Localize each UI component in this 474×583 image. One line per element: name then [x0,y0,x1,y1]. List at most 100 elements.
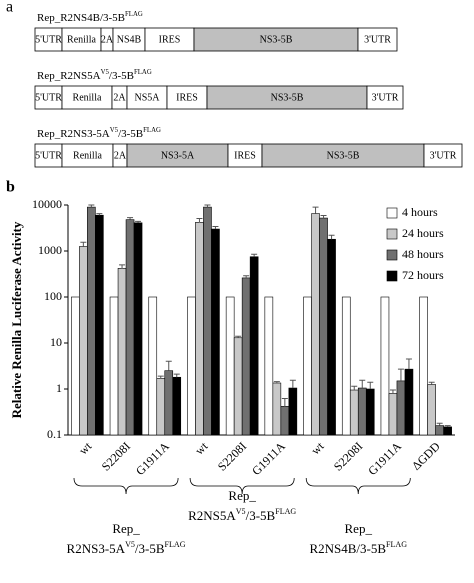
bar [319,217,328,436]
label: Rep_R2NS3-5AV5/3-5BFLAG [37,127,161,139]
bar [427,384,436,436]
bar [195,222,204,436]
bar [241,277,251,436]
bar [225,296,235,436]
bar [288,387,298,436]
error-bar [405,358,412,370]
bar [435,425,444,436]
error-bar [251,253,258,257]
text-part: Rep_R2NS4B/3-5B [37,12,125,24]
bar [349,389,359,436]
segment-label: NS4B [117,34,142,45]
error-bar [127,217,134,220]
construct-segment [423,143,463,168]
construct-segment [366,85,404,110]
bar [404,368,414,436]
y-tick-label: 10 [50,335,62,349]
y-axis-label: Relative Renilla Luciferase Activity [9,221,24,418]
error-bar [273,381,280,384]
superscript: FLAG [275,507,296,516]
segment-label: IRES [234,150,256,161]
superscript: FLAG [134,69,152,76]
superscript: V5 [101,69,110,76]
text-part: /3-5B [135,541,165,556]
superscript: FLAG [143,127,161,134]
text-part: R2NS4B/3-5B [309,541,386,556]
panel-label: a [6,0,13,16]
error-bar [96,213,103,216]
segment-label: 3'UTR [364,34,391,45]
bar [164,370,174,436]
segment-label: 2A [101,34,114,45]
text-part: /3-5B [118,128,143,140]
bar [172,376,182,436]
group-label: Rep_ [112,521,140,536]
panel-label: b [6,179,15,196]
error-bar [80,241,87,247]
error-bar [235,335,242,338]
error-bar [173,373,180,378]
segment-label: NS3-5B [260,34,293,45]
bar [95,214,104,436]
error-bar [204,204,211,208]
error-bar [328,234,335,240]
group-brace [189,477,295,495]
group-brace [73,477,179,495]
text-part: Rep_ [345,521,373,536]
group-label: Rep_ [345,521,373,536]
segment-label: Renilla [67,34,96,45]
segment-label: Renilla [73,92,102,103]
legend-label: 24 hours [402,226,444,240]
error-bar [212,226,219,230]
error-bar [428,381,435,385]
error-bar [397,368,404,381]
segment-label: 5'UTR [35,150,62,161]
x-tick-label: S2208I [99,439,133,473]
bar [87,206,96,436]
bar [249,256,259,436]
bar [443,426,452,436]
bar [133,222,143,436]
group-label: Rep_ [228,488,256,503]
legend-swatch [386,249,398,261]
legend-swatch [386,228,398,240]
bar [233,337,243,436]
text-part: Rep_R2NS3-5A [37,128,110,140]
bar [203,206,212,436]
x-tick-label: wt [192,439,211,458]
bar [79,246,88,436]
x-tick-label: wt [76,439,95,458]
text-part: Rep_R2NS5A [37,70,101,82]
bar [148,296,158,436]
x-tick-label: wt [308,439,327,458]
error-bar [312,206,319,214]
x-tick-label: ΔGDD [409,439,443,473]
segment-label: IRES [176,92,198,103]
x-tick-label: G1911A [249,439,288,478]
y-tick-label: 0.1 [47,427,62,441]
bar [365,388,375,436]
label: Rep_R2NS5AV5/3-5BFLAG [37,69,152,81]
text-part: /3-5B [109,70,134,82]
segment-label: NS3-5B [327,150,360,161]
group-label: R2NS3-5AV5/3-5BFLAG [67,540,186,556]
group-brace [305,477,411,495]
bar [388,393,398,436]
bar [311,213,320,436]
error-bar [165,360,172,371]
legend-swatch [386,270,398,282]
segment-label: 2A [113,92,126,103]
bar [396,380,406,436]
segment-label: NS5A [134,92,160,103]
segment-label: IRES [159,34,181,45]
segment-label: NS3-5B [271,92,304,103]
x-tick-label: G1911A [365,439,404,478]
error-bar [436,422,443,426]
error-bar [367,381,374,389]
error-bar [135,220,142,223]
legend-label: 4 hours [402,205,438,219]
bar [125,219,135,436]
bar [211,228,220,436]
error-bar [389,389,396,394]
error-bar [351,385,358,391]
